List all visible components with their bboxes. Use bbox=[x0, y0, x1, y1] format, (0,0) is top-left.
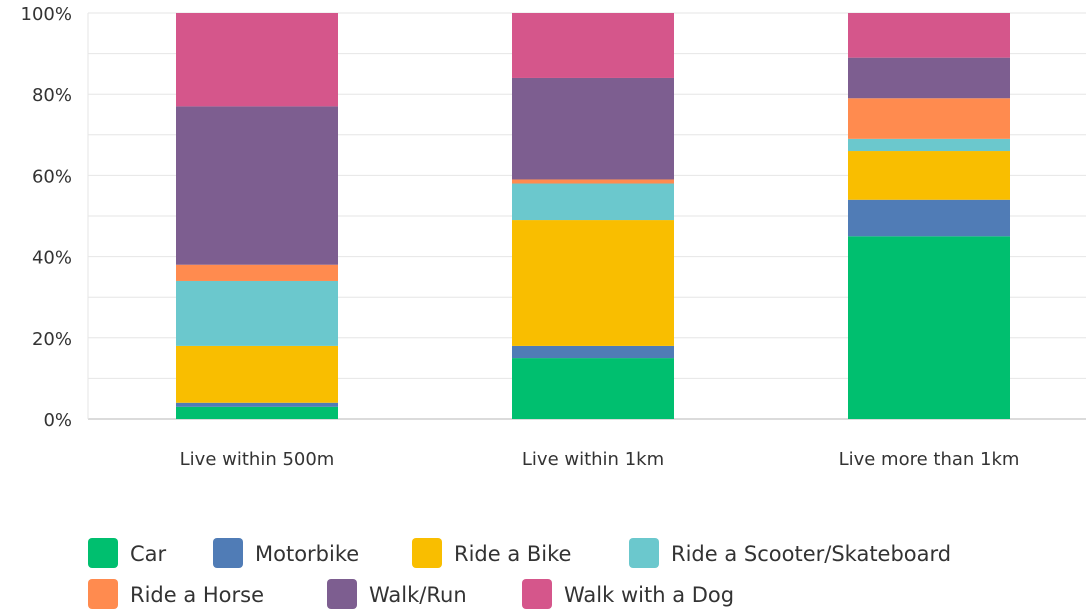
x-category-label: Live more than 1km bbox=[839, 449, 1020, 470]
bar-segment bbox=[848, 98, 1010, 139]
x-category-label: Live within 500m bbox=[180, 449, 335, 470]
bar-segment bbox=[176, 406, 338, 419]
bar-segment bbox=[848, 57, 1010, 99]
legend-label: Ride a Horse bbox=[130, 583, 264, 607]
y-tick-label: 40% bbox=[32, 248, 72, 269]
bar-segment bbox=[512, 13, 674, 78]
bar-segment bbox=[512, 77, 674, 180]
bar-segment bbox=[512, 183, 674, 221]
bar-segment bbox=[848, 151, 1010, 200]
y-tick-label: 60% bbox=[32, 166, 72, 187]
legend-swatch bbox=[213, 538, 243, 568]
legend-label: Walk/Run bbox=[369, 583, 467, 607]
legend-label: Walk with a Dog bbox=[564, 583, 734, 607]
bar-segment bbox=[176, 13, 338, 107]
bar-segment bbox=[176, 264, 338, 281]
legend-swatch bbox=[629, 538, 659, 568]
bar-segment bbox=[176, 402, 338, 407]
legend-swatch bbox=[88, 579, 118, 609]
bar-segment bbox=[848, 236, 1010, 419]
legend-label: Ride a Bike bbox=[454, 542, 571, 566]
bar-segment bbox=[848, 138, 1010, 152]
y-tick-label: 80% bbox=[32, 85, 72, 106]
legend-swatch bbox=[327, 579, 357, 609]
bar-segment bbox=[512, 345, 674, 359]
y-tick-label: 0% bbox=[43, 410, 72, 431]
bar-segment bbox=[176, 106, 338, 265]
bar-segment bbox=[512, 358, 674, 419]
bar-segment bbox=[176, 280, 338, 346]
bar-segment bbox=[848, 199, 1010, 237]
bar-segment bbox=[512, 179, 674, 184]
bar-segment bbox=[848, 13, 1010, 58]
bar-segment bbox=[512, 220, 674, 346]
legend-label: Ride a Scooter/Skateboard bbox=[671, 542, 951, 566]
legend-swatch bbox=[88, 538, 118, 568]
y-tick-label: 20% bbox=[32, 329, 72, 350]
y-tick-label: 100% bbox=[21, 4, 72, 25]
legend-label: Car bbox=[130, 542, 167, 566]
x-category-label: Live within 1km bbox=[522, 449, 664, 470]
legend-swatch bbox=[412, 538, 442, 568]
legend-swatch bbox=[522, 579, 552, 609]
bar-segment bbox=[176, 345, 338, 403]
legend-label: Motorbike bbox=[255, 542, 359, 566]
